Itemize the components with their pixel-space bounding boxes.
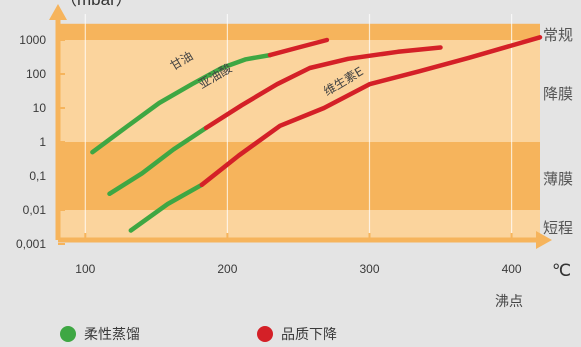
- legend: 柔性蒸馏 品质下降: [60, 326, 337, 343]
- y-tick-label-100: 100: [26, 67, 46, 81]
- legend-label-1: 柔性蒸馏: [84, 327, 140, 343]
- legend-label-2: 品质下降: [281, 327, 337, 343]
- x-tick-label-200: 200: [217, 262, 237, 276]
- band-2: [58, 40, 540, 142]
- series-1-degrade-line: [267, 37, 330, 58]
- axes: [49, 4, 552, 249]
- band-label-2: 降膜: [543, 85, 573, 103]
- x-axis-title: 沸点: [495, 294, 523, 310]
- band-label-4: 短程: [543, 219, 573, 237]
- vertical-gridlines: [84, 14, 513, 240]
- y-tick-label-0,001: 0,001: [16, 237, 46, 251]
- y-axis-arrow: [49, 4, 67, 20]
- x-tick-label-100: 100: [75, 262, 95, 276]
- band-3: [58, 142, 540, 210]
- y-axis-unit: （mbar）: [60, 0, 133, 9]
- x-axis-unit: ℃: [552, 261, 571, 280]
- y-tick-label-1: 1: [39, 135, 46, 149]
- band-label-3: 薄膜: [543, 170, 573, 188]
- x-axis-arrow: [536, 231, 552, 249]
- band-label-1: 常规: [543, 26, 573, 44]
- tick-labels: 1000 100 10 1 0,1 0,01 0,001 100 200 300 400: [16, 33, 522, 276]
- y-tick-label-10: 10: [33, 101, 47, 115]
- x-tick-label-300: 300: [359, 262, 379, 276]
- band-1: [58, 23, 540, 40]
- y-tick-label-1000: 1000: [19, 33, 46, 47]
- series-2-gentle-line: [107, 125, 209, 197]
- legend-marker-1: [60, 326, 76, 342]
- series-3-degrade-line: [199, 35, 543, 188]
- y-tick-label-0,1: 0,1: [29, 169, 46, 183]
- legend-marker-2: [257, 326, 273, 342]
- curves: [90, 35, 543, 233]
- y-tick-label-0,01: 0,01: [23, 203, 47, 217]
- band-4: [58, 210, 540, 240]
- x-tick-label-400: 400: [502, 262, 522, 276]
- series-2-degrade-line: [203, 45, 443, 131]
- series-3-gentle-line: [128, 182, 205, 233]
- series-1-gentle-line: [90, 52, 273, 155]
